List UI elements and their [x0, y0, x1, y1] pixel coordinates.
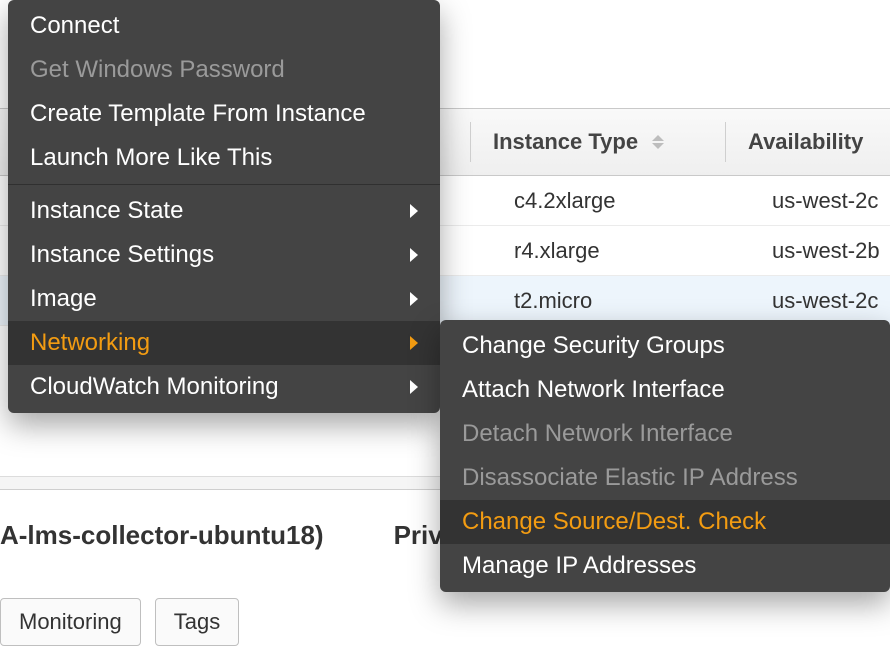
cell-instance-type: c4.2xlarge [492, 188, 750, 214]
menu-item-label: Networking [30, 329, 150, 357]
chevron-right-icon [410, 204, 418, 218]
chevron-right-icon [410, 248, 418, 262]
menu-item-label: Get Windows Password [30, 56, 285, 84]
menu-item-connect[interactable]: Connect [8, 4, 440, 48]
cell-instance-type: r4.xlarge [492, 238, 750, 264]
menu-item-launch-more-like-this[interactable]: Launch More Like This [8, 136, 440, 180]
cell-availability-zone: us-west-2b [750, 238, 890, 264]
menu-item-instance-settings[interactable]: Instance Settings [8, 233, 440, 277]
submenu-networking: Change Security Groups Attach Network In… [440, 320, 890, 592]
menu-item-networking[interactable]: Networking [8, 321, 440, 365]
submenu-item-disassociate-eip: Disassociate Elastic IP Address [440, 456, 890, 500]
menu-item-instance-state[interactable]: Instance State [8, 189, 440, 233]
sort-icon[interactable] [652, 135, 664, 149]
menu-item-label: Detach Network Interface [462, 420, 733, 448]
menu-separator [8, 184, 440, 185]
menu-item-label: Change Security Groups [462, 332, 725, 360]
menu-item-label: CloudWatch Monitoring [30, 373, 279, 401]
menu-item-label: Change Source/Dest. Check [462, 508, 766, 536]
menu-item-label: Connect [30, 12, 119, 40]
submenu-item-attach-network-interface[interactable]: Attach Network Interface [440, 368, 890, 412]
menu-item-label: Create Template From Instance [30, 100, 366, 128]
chevron-right-icon [410, 292, 418, 306]
submenu-item-manage-ip-addresses[interactable]: Manage IP Addresses [440, 544, 890, 588]
menu-item-label: Instance Settings [30, 241, 214, 269]
menu-item-create-template[interactable]: Create Template From Instance [8, 92, 440, 136]
details-private-label: Priv [394, 520, 443, 551]
column-header-availability-zone[interactable]: Availability [726, 109, 881, 175]
details-tabs: Monitoring Tags [0, 598, 239, 646]
column-header-instance-type[interactable]: Instance Type [471, 109, 725, 175]
cell-availability-zone: us-west-2c [750, 188, 890, 214]
menu-item-label: Manage IP Addresses [462, 552, 696, 580]
chevron-right-icon [410, 336, 418, 350]
details-instance-name: A-lms-collector-ubuntu18) [0, 520, 324, 551]
details-header: A-lms-collector-ubuntu18) Priv [0, 520, 443, 551]
cell-instance-type: t2.micro [492, 288, 750, 314]
cell-availability-zone: us-west-2c [750, 288, 890, 314]
menu-item-get-windows-password: Get Windows Password [8, 48, 440, 92]
submenu-item-change-source-dest-check[interactable]: Change Source/Dest. Check [440, 500, 890, 544]
column-header-label: Instance Type [493, 129, 638, 155]
submenu-item-change-security-groups[interactable]: Change Security Groups [440, 324, 890, 368]
menu-item-label: Launch More Like This [30, 144, 272, 172]
menu-item-label: Image [30, 285, 97, 313]
menu-item-label: Attach Network Interface [462, 376, 725, 404]
tab-monitoring[interactable]: Monitoring [0, 598, 141, 646]
menu-item-label: Instance State [30, 197, 183, 225]
chevron-right-icon [410, 380, 418, 394]
menu-item-label: Disassociate Elastic IP Address [462, 464, 798, 492]
submenu-item-detach-network-interface: Detach Network Interface [440, 412, 890, 456]
context-menu: Connect Get Windows Password Create Temp… [8, 0, 440, 413]
tab-tags[interactable]: Tags [155, 598, 239, 646]
menu-item-image[interactable]: Image [8, 277, 440, 321]
column-header-label: Availability [748, 129, 863, 155]
menu-item-cloudwatch-monitoring[interactable]: CloudWatch Monitoring [8, 365, 440, 409]
